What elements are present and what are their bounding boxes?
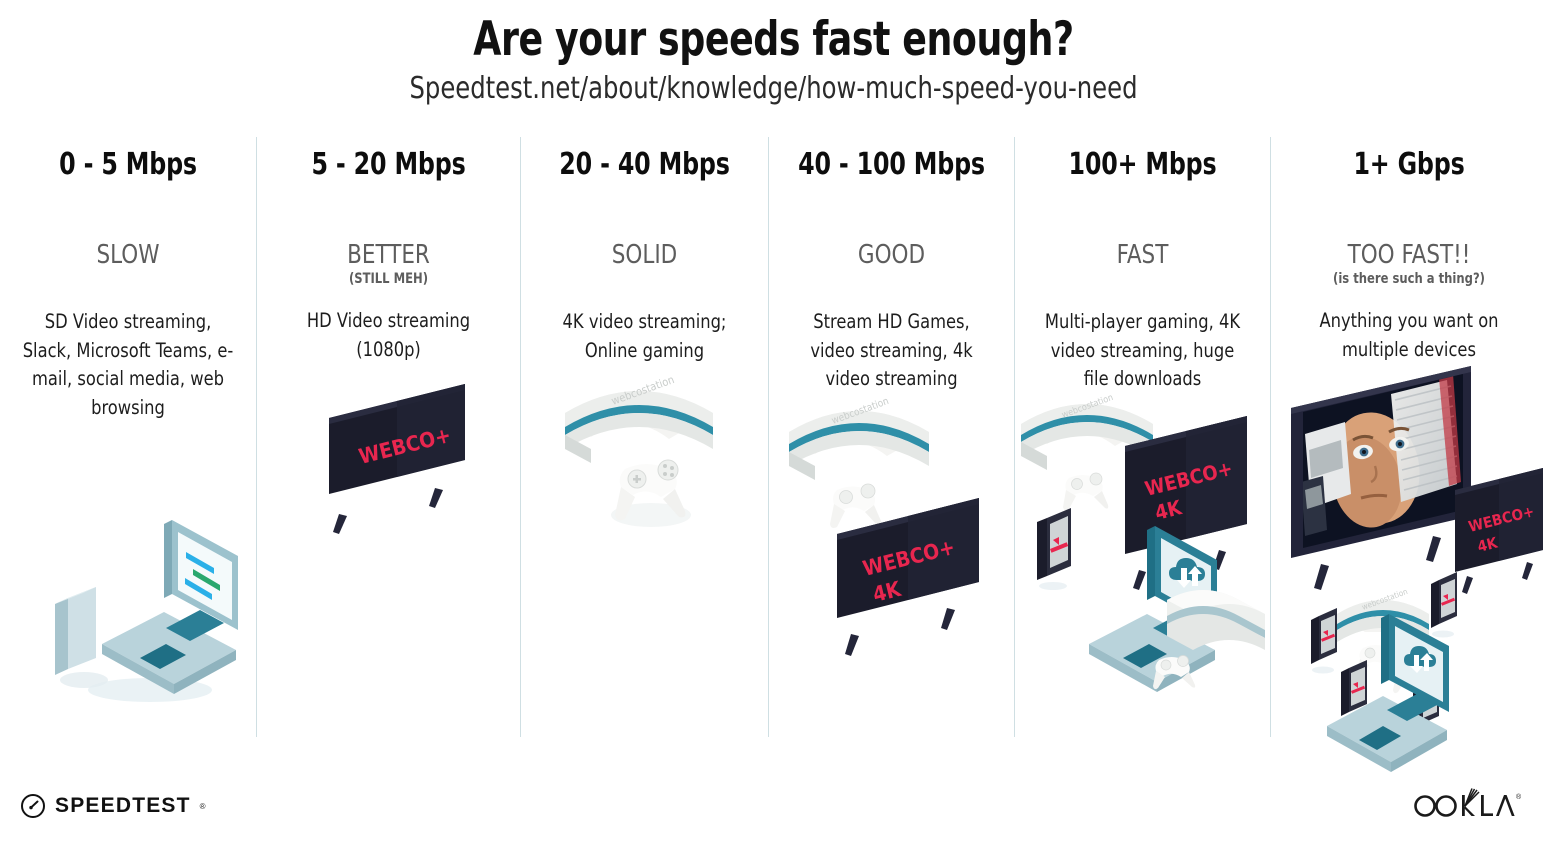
ookla-logo: ® [1411, 787, 1523, 821]
tv-icon: WEBCO+ 4K [837, 497, 979, 656]
game-console-icon-2 [1167, 589, 1265, 650]
usage-description: Anything you want on multiple devices [1319, 309, 1499, 361]
rating-sublabel: (STILL MEH) [348, 271, 429, 287]
speed-label: 0 - 5 Mbps [59, 147, 197, 182]
phone-icon [55, 587, 96, 675]
speedometer-icon [21, 793, 45, 819]
illustration-console-gamepad-tv4k: webcostation [769, 394, 1014, 714]
page-title: Are your speeds fast enough? [473, 12, 1074, 67]
game-console-icon: webcostation [565, 373, 713, 463]
illustration-everything-cluster: WEBCO+ 4K webcostation [1271, 364, 1547, 784]
speed-tier-columns: 0 - 5 Mbps SLOW SD Video streaming, Slac… [0, 137, 1547, 772]
speed-tier-column-2: 20 - 40 Mbps SOLID 4K video streaming; O… [520, 137, 768, 737]
rating-label: GOOD [857, 240, 926, 270]
speed-label: 100+ Mbps [1068, 147, 1217, 182]
laptop-icon [102, 520, 238, 694]
usage-description: Multi-player gaming, 4K video streaming,… [1044, 310, 1241, 390]
header: Are your speeds fast enough? Speedtest.n… [0, 0, 1547, 106]
laptop-cloud-icon [1327, 614, 1449, 772]
speed-label: 20 - 40 Mbps [559, 147, 730, 182]
speedtest-logo: SPEEDTEST ® [20, 793, 206, 819]
speedtest-trademark: ® [199, 801, 206, 811]
gamepad-icon [830, 483, 882, 528]
phone-icon [1037, 507, 1071, 590]
rating-label: BETTER [347, 240, 430, 270]
tv-4k-text: 4K [1476, 533, 1500, 555]
speed-tier-column-1: 5 - 20 Mbps BETTER (STILL MEH) HD Video … [256, 137, 520, 737]
speed-tier-column-5: 1+ Gbps TOO FAST!! (is there such a thin… [1270, 137, 1547, 772]
page-subtitle: Speedtest.net/about/knowledge/how-much-s… [409, 71, 1138, 106]
game-console-icon: webcostation [789, 395, 929, 480]
speed-label: 40 - 100 Mbps [798, 147, 985, 182]
ookla-trademark: ® [1516, 793, 1522, 801]
rating-label: SOLID [611, 240, 678, 270]
rating-sublabel: (is there such a thing?) [1333, 271, 1485, 287]
footer: SPEEDTEST ® [0, 753, 1547, 843]
speedtest-wordmark: SPEEDTEST [55, 794, 191, 817]
speed-label: 5 - 20 Mbps [311, 147, 466, 182]
phone-icon-1 [1311, 608, 1337, 674]
gamepad-icon [1063, 472, 1109, 510]
usage-description: Stream HD Games, video streaming, 4k vid… [810, 310, 973, 390]
tv-icon: WEBCO+ 4K [1125, 415, 1247, 590]
gamepad-icon-2 [1153, 654, 1196, 689]
tv-movie-icon [1291, 366, 1471, 590]
illustration-laptop-phone [0, 422, 256, 722]
rating-label: SLOW [96, 240, 160, 270]
phone-icon-2 [1431, 572, 1457, 638]
illustration-device-cluster: webcostation [1015, 394, 1270, 724]
gamepad-icon [611, 459, 691, 527]
usage-description: HD Video streaming (1080p) [306, 309, 471, 361]
illustration-console-gamepad: webcostation [521, 365, 768, 665]
rating-label: FAST [1116, 240, 1169, 270]
tv-icon: WEBCO+ 4K [1455, 468, 1543, 594]
rating-label: TOO FAST!! [1347, 240, 1471, 270]
illustration-tv: WEBCO+ [257, 364, 520, 664]
usage-description: SD Video streaming, Slack, Microsoft Tea… [22, 310, 234, 419]
speed-tier-column-3: 40 - 100 Mbps GOOD Stream HD Games, vide… [768, 137, 1014, 737]
tv-icon: WEBCO+ [329, 384, 465, 534]
speed-label: 1+ Gbps [1353, 147, 1465, 182]
speed-tier-column-4: 100+ Mbps FAST Multi-player gaming, 4K v… [1014, 137, 1270, 737]
speed-tier-column-0: 0 - 5 Mbps SLOW SD Video streaming, Slac… [0, 137, 256, 737]
usage-description: 4K video streaming; Online gaming [562, 310, 727, 362]
